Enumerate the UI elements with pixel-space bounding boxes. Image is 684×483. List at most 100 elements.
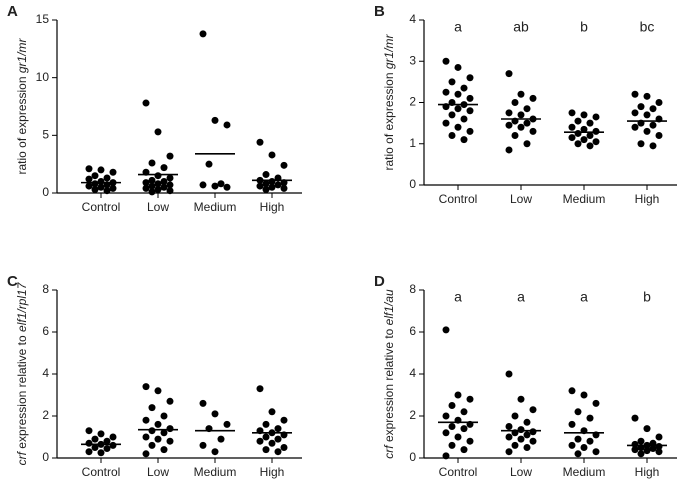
data-point — [142, 450, 150, 458]
data-point — [154, 387, 162, 395]
data-point — [511, 132, 519, 139]
x-tick-label: High — [635, 192, 660, 206]
data-point — [160, 164, 168, 172]
data-point — [85, 448, 93, 456]
data-point — [592, 448, 600, 456]
x-tick-label: Low — [147, 200, 169, 214]
data-point — [256, 437, 264, 445]
data-point — [460, 136, 468, 144]
data-point — [592, 399, 600, 407]
data-point — [574, 117, 582, 125]
data-point — [211, 448, 219, 456]
data-point — [109, 441, 117, 449]
data-point — [85, 439, 93, 447]
data-point — [529, 94, 537, 102]
data-point — [523, 444, 531, 451]
data-point — [454, 105, 462, 113]
data-point — [568, 134, 576, 142]
data-point — [655, 132, 663, 139]
data-point — [511, 99, 519, 106]
data-point — [454, 391, 462, 399]
data-point — [643, 111, 651, 119]
data-point — [586, 414, 594, 422]
data-point — [142, 433, 150, 441]
x-tick-label: Low — [510, 192, 532, 206]
data-point — [517, 435, 525, 443]
y-label-part: elf1/au — [382, 289, 396, 325]
data-point — [166, 181, 174, 189]
x-tick-label: Low — [510, 465, 532, 479]
data-point — [91, 435, 99, 443]
data-point — [523, 105, 531, 113]
significance-letter: a — [517, 289, 525, 305]
data-point — [505, 423, 513, 430]
data-point — [505, 146, 513, 154]
y-axis-label: crf expression relative to elf1/rpl17 — [15, 281, 29, 465]
data-point — [154, 186, 162, 194]
significance-letter: a — [454, 19, 462, 35]
y-tick-label: 4 — [42, 366, 49, 380]
data-point — [160, 429, 168, 437]
data-point — [154, 435, 162, 443]
y-label-part: crf — [15, 450, 29, 465]
data-point — [199, 181, 207, 189]
data-point — [109, 168, 117, 176]
data-point — [442, 119, 450, 127]
y-label-part: gr1/mr — [15, 37, 29, 73]
data-point — [166, 174, 174, 182]
data-point — [448, 423, 456, 430]
y-tick-label: 2 — [409, 95, 416, 109]
data-point — [142, 416, 150, 424]
data-point — [529, 127, 537, 135]
data-point — [574, 140, 582, 148]
data-point — [85, 427, 93, 435]
data-point — [223, 121, 231, 129]
x-tick-label: High — [260, 200, 285, 214]
y-tick-label: 5 — [42, 128, 49, 142]
data-point — [160, 446, 168, 454]
data-point — [511, 412, 519, 420]
data-point — [97, 166, 105, 174]
data-point — [154, 420, 162, 428]
data-point — [649, 121, 657, 129]
y-tick-label: 1 — [409, 136, 416, 150]
y-label-part: ratio of expression — [382, 69, 396, 170]
data-point — [592, 127, 600, 135]
data-point — [448, 132, 456, 139]
y-tick-label: 6 — [409, 324, 416, 338]
data-point — [460, 408, 468, 416]
data-point — [454, 63, 462, 71]
data-point — [511, 441, 519, 449]
data-point — [97, 183, 105, 191]
data-point — [274, 448, 282, 456]
data-point — [529, 428, 537, 436]
data-point — [97, 449, 105, 457]
data-point — [262, 433, 270, 441]
data-point — [262, 420, 270, 428]
data-point — [448, 111, 456, 119]
data-point — [568, 441, 576, 449]
data-point — [580, 125, 588, 133]
data-point — [466, 107, 474, 115]
data-point — [655, 99, 663, 106]
data-point — [517, 395, 525, 403]
y-tick-label: 6 — [42, 324, 49, 338]
data-point — [466, 437, 474, 445]
data-point — [442, 452, 450, 460]
significance-letter: b — [580, 19, 588, 35]
data-point — [586, 119, 594, 127]
data-point — [442, 57, 450, 65]
y-axis-label: ratio of expression gr1/mr — [382, 33, 396, 170]
data-point — [643, 425, 651, 433]
data-point — [631, 109, 639, 117]
data-point — [199, 30, 207, 38]
data-point — [568, 123, 576, 131]
data-point — [256, 385, 264, 393]
data-point — [466, 74, 474, 82]
data-point — [523, 119, 531, 127]
data-point — [448, 441, 456, 449]
y-tick-label: 0 — [409, 450, 416, 464]
data-point — [637, 140, 645, 148]
data-point — [568, 387, 576, 395]
